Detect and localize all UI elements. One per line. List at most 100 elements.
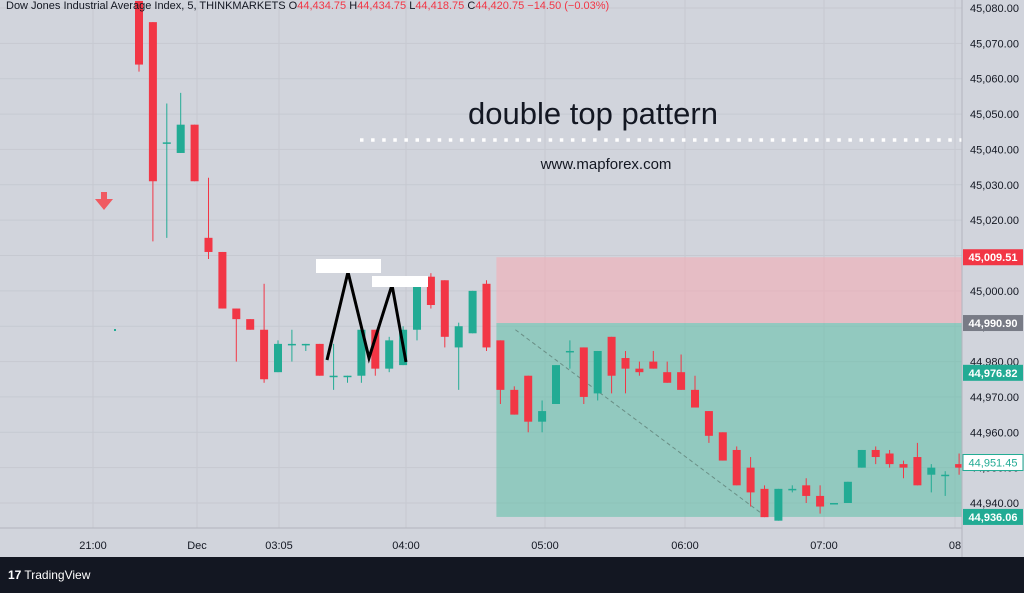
price-label: 44,976.82	[969, 368, 1018, 380]
y-tick-label: 44,960.00	[970, 427, 1019, 439]
candle-body[interactable]	[677, 372, 686, 390]
annotation-title: double top pattern	[468, 96, 718, 131]
candle-body[interactable]	[148, 22, 157, 182]
candle-body[interactable]	[482, 283, 491, 348]
candle-body[interactable]	[941, 474, 950, 477]
candle-body[interactable]	[454, 326, 463, 348]
close-label: C	[467, 0, 476, 12]
candlestick-chart[interactable]: double top pattern www.mapforex.com 21:00 D…	[0, 0, 1024, 557]
candle-body[interactable]	[371, 329, 380, 369]
candle-body[interactable]	[552, 365, 560, 404]
price-label-box	[963, 508, 1023, 525]
x-tick-label: 05:00	[531, 540, 559, 552]
candle-body[interactable]	[885, 453, 894, 465]
footer-bar: 17 TradingView	[0, 557, 1024, 593]
candle-body[interactable]	[927, 467, 936, 475]
x-tick-label: 08	[949, 540, 961, 552]
x-tick-label: Dec	[187, 540, 207, 552]
candle-body[interactable]	[802, 485, 811, 496]
double-top-line[interactable]	[325, 271, 408, 364]
open-value: 44,434.75	[297, 0, 347, 12]
tradingview-brand[interactable]: 17 TradingView	[8, 568, 90, 582]
price-label: 44,936.06	[969, 512, 1018, 524]
candle-body[interactable]	[510, 389, 519, 415]
high-value: 44,434.75	[357, 0, 407, 12]
candle-body[interactable]	[246, 319, 255, 330]
candle-body[interactable]	[524, 375, 533, 422]
down-arrow-icon	[95, 192, 113, 210]
candle-body[interactable]	[579, 347, 588, 397]
candle-body[interactable]	[621, 358, 630, 369]
y-tick-label: 45,000.00	[970, 286, 1019, 298]
candle-body[interactable]	[788, 488, 797, 491]
candle-body[interactable]	[218, 251, 227, 309]
brand-label: TradingView	[24, 568, 91, 582]
price-label: 44,990.90	[969, 318, 1018, 330]
candle-body[interactable]	[913, 457, 922, 486]
tradingview-logo-icon: 17	[8, 568, 22, 582]
candle-body[interactable]	[565, 350, 574, 353]
candle-body[interactable]	[899, 464, 908, 468]
annotation-url: www.mapforex.com	[540, 156, 672, 173]
x-tick-label: 07:00	[810, 540, 838, 552]
candle-body[interactable]	[329, 375, 338, 378]
candle-body[interactable]	[955, 464, 964, 468]
candle-body[interactable]	[426, 276, 435, 305]
y-tick-label: 45,060.00	[970, 74, 1019, 86]
y-tick-label: 45,080.00	[970, 3, 1019, 15]
price-label-box	[963, 249, 1023, 266]
y-tick-label: 45,040.00	[970, 144, 1019, 156]
candle-body[interactable]	[704, 411, 713, 436]
candle-body[interactable]	[162, 142, 171, 144]
x-tick-label: 06:00	[671, 540, 699, 552]
candle-body[interactable]	[315, 343, 324, 376]
candle-body[interactable]	[176, 124, 185, 153]
dot-marker	[114, 329, 116, 331]
take-profit-zone[interactable]	[496, 323, 963, 517]
candle-body[interactable]	[649, 361, 658, 369]
first-top-marker	[316, 259, 381, 273]
candle-body[interactable]	[274, 343, 282, 373]
candle-body[interactable]	[746, 467, 755, 493]
candle-body[interactable]	[774, 488, 783, 521]
candle-body[interactable]	[691, 389, 699, 408]
candle-body[interactable]	[260, 329, 269, 380]
candle-body[interactable]	[287, 343, 296, 346]
second-top-marker	[372, 276, 428, 287]
candle-body[interactable]	[496, 340, 505, 390]
candle-body[interactable]	[385, 340, 394, 369]
candle-body[interactable]	[718, 432, 727, 461]
candle-body[interactable]	[871, 449, 880, 458]
candle-body[interactable]	[538, 411, 547, 422]
candle-body[interactable]	[301, 343, 310, 346]
projection-line	[515, 329, 767, 518]
candle-body[interactable]	[843, 481, 852, 503]
candle-body[interactable]	[593, 350, 602, 394]
candle-body[interactable]	[760, 488, 769, 518]
price-label: 45,009.51	[969, 252, 1018, 264]
candle-body[interactable]	[190, 124, 199, 182]
candle-body[interactable]	[607, 336, 616, 376]
x-axis-strip	[0, 528, 1024, 557]
y-tick-label: 44,970.00	[970, 392, 1019, 404]
change-value: −14.50 (−0.03%)	[527, 0, 610, 12]
candle-body[interactable]	[357, 329, 366, 376]
candle-body[interactable]	[413, 280, 421, 330]
y-tick-label: 45,020.00	[970, 215, 1019, 227]
candle-body[interactable]	[343, 375, 352, 378]
candle-body[interactable]	[440, 280, 449, 337]
candle-body[interactable]	[830, 503, 838, 505]
high-label: H	[349, 0, 358, 12]
candle-body[interactable]	[635, 368, 644, 373]
stop-loss-zone[interactable]	[496, 257, 969, 324]
candle-body[interactable]	[232, 308, 241, 320]
candle-body[interactable]	[468, 290, 477, 334]
symbol-header: Dow Jones Industrial Average Index, 5, T…	[6, 0, 609, 12]
candle-body[interactable]	[204, 237, 213, 252]
candle-body[interactable]	[135, 0, 143, 65]
candle-body[interactable]	[732, 449, 741, 486]
candle-body[interactable]	[663, 372, 672, 383]
low-label: L	[409, 0, 416, 12]
candle-body[interactable]	[816, 495, 825, 507]
candle-body[interactable]	[857, 449, 866, 468]
